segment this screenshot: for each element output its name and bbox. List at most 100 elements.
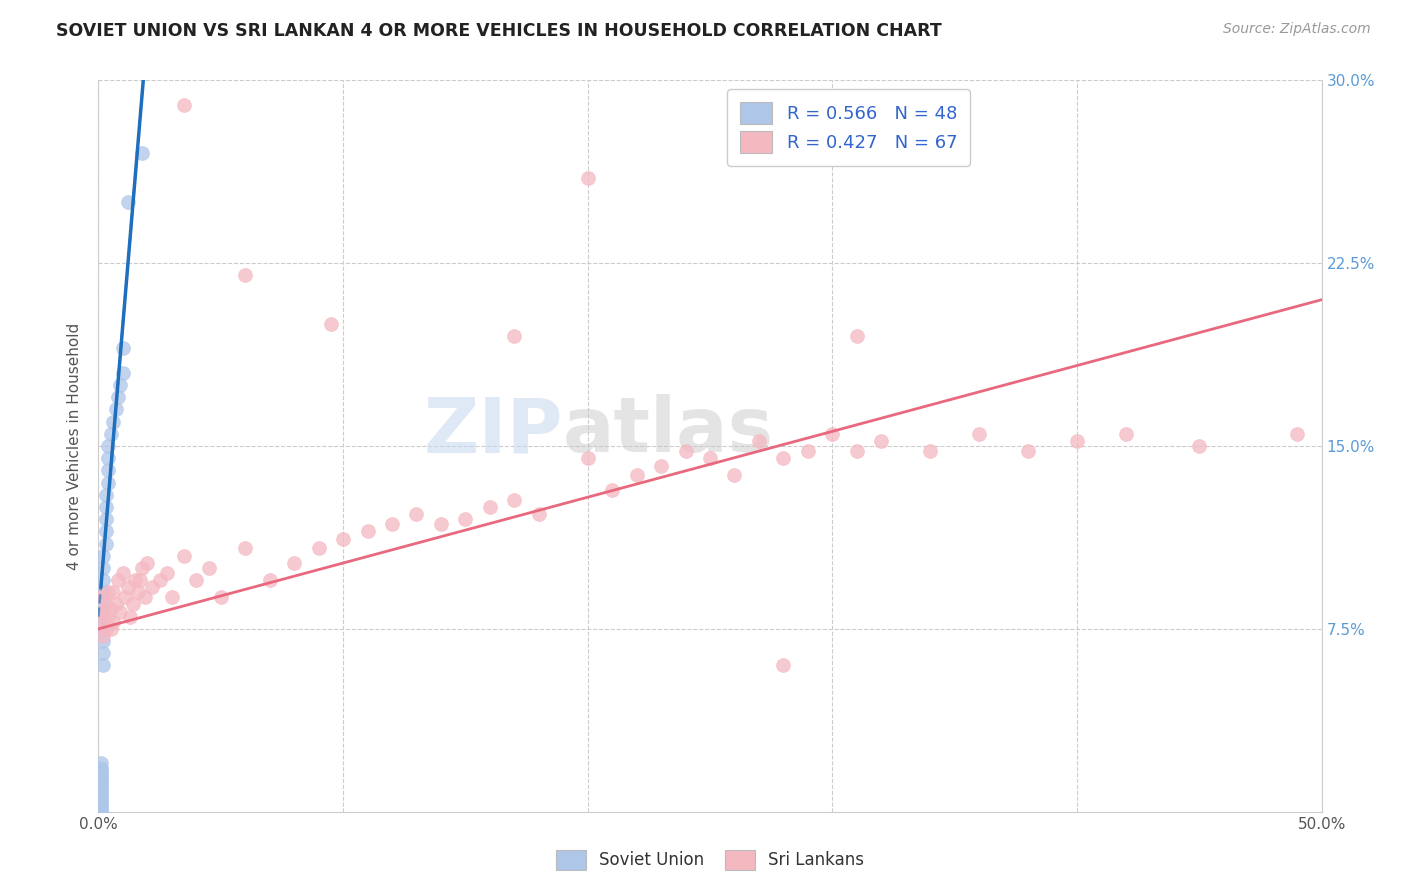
Point	[90, 797, 112, 812]
Point	[772, 451, 794, 466]
Point	[91, 629, 114, 643]
Point	[233, 268, 256, 283]
Point	[100, 602, 122, 616]
Point	[90, 765, 112, 780]
Point	[131, 146, 153, 161]
Point	[967, 426, 990, 441]
Point	[94, 488, 117, 502]
Point	[94, 536, 117, 550]
Point	[90, 756, 112, 770]
Point	[141, 581, 163, 595]
Point	[1017, 443, 1039, 458]
Point	[100, 426, 122, 441]
Point	[381, 516, 404, 531]
Point	[723, 468, 745, 483]
Point	[186, 573, 208, 587]
Point	[117, 195, 139, 210]
Point	[90, 790, 112, 805]
Point	[356, 524, 378, 539]
Point	[94, 598, 117, 612]
Point	[160, 590, 183, 604]
Point	[319, 317, 342, 331]
Point	[91, 646, 114, 660]
Point	[90, 771, 112, 785]
Point	[90, 782, 112, 797]
Point	[90, 800, 112, 814]
Point	[1286, 426, 1309, 441]
Point	[259, 573, 281, 587]
Point	[699, 451, 721, 466]
Point	[90, 788, 112, 802]
Point	[1188, 439, 1211, 453]
Point	[91, 658, 114, 673]
Point	[110, 378, 132, 392]
Point	[308, 541, 330, 556]
Point	[97, 585, 120, 599]
Point	[797, 443, 820, 458]
Point	[136, 556, 159, 570]
Point	[845, 329, 868, 343]
Point	[117, 581, 139, 595]
Point	[748, 434, 770, 449]
Point	[90, 778, 112, 792]
Point	[90, 802, 112, 816]
Point	[503, 329, 526, 343]
Point	[478, 500, 501, 514]
Point	[90, 768, 112, 782]
Point	[91, 634, 114, 648]
Point	[111, 566, 134, 580]
Point	[104, 598, 127, 612]
Point	[332, 532, 354, 546]
Point	[91, 609, 114, 624]
Point	[91, 622, 114, 636]
Point	[576, 170, 599, 185]
Point	[1066, 434, 1088, 449]
Point	[97, 451, 120, 466]
Point	[91, 598, 114, 612]
Point	[90, 792, 112, 806]
Legend: Soviet Union, Sri Lankans: Soviet Union, Sri Lankans	[550, 843, 870, 877]
Point	[90, 780, 112, 795]
Point	[97, 439, 120, 453]
Point	[94, 622, 117, 636]
Point	[209, 590, 232, 604]
Point	[131, 561, 153, 575]
Point	[90, 761, 112, 775]
Point	[845, 443, 868, 458]
Point	[107, 573, 129, 587]
Point	[156, 566, 179, 580]
Point	[650, 458, 672, 473]
Point	[173, 549, 195, 563]
Point	[600, 483, 623, 497]
Point	[111, 342, 134, 356]
Point	[101, 415, 124, 429]
Point	[576, 451, 599, 466]
Point	[821, 426, 844, 441]
Point	[91, 585, 114, 599]
Point	[91, 605, 114, 619]
Point	[110, 605, 132, 619]
Point	[121, 598, 143, 612]
Point	[111, 366, 134, 380]
Point	[94, 500, 117, 514]
Point	[120, 609, 142, 624]
Point	[107, 390, 129, 404]
Point	[675, 443, 697, 458]
Point	[920, 443, 942, 458]
Point	[90, 785, 112, 799]
Point	[173, 97, 195, 112]
Point	[430, 516, 453, 531]
Point	[104, 402, 127, 417]
Text: SOVIET UNION VS SRI LANKAN 4 OR MORE VEHICLES IN HOUSEHOLD CORRELATION CHART: SOVIET UNION VS SRI LANKAN 4 OR MORE VEH…	[56, 22, 942, 40]
Point	[149, 573, 172, 587]
Point	[100, 622, 122, 636]
Text: Source: ZipAtlas.com: Source: ZipAtlas.com	[1223, 22, 1371, 37]
Point	[94, 524, 117, 539]
Point	[90, 775, 112, 789]
Point	[127, 585, 149, 599]
Point	[90, 764, 112, 778]
Point	[527, 508, 550, 522]
Point	[870, 434, 893, 449]
Point	[90, 805, 112, 819]
Point	[90, 590, 112, 604]
